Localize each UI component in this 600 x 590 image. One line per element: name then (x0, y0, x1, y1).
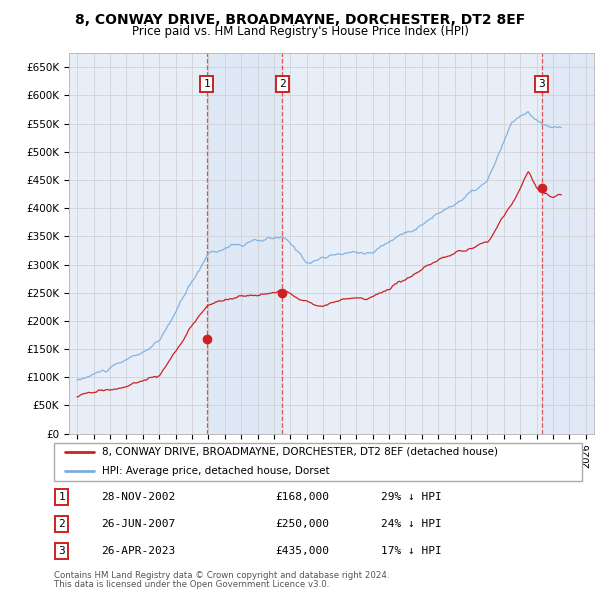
Text: This data is licensed under the Open Government Licence v3.0.: This data is licensed under the Open Gov… (54, 580, 329, 589)
Text: 17% ↓ HPI: 17% ↓ HPI (382, 546, 442, 556)
Text: Contains HM Land Registry data © Crown copyright and database right 2024.: Contains HM Land Registry data © Crown c… (54, 571, 389, 579)
Text: 2: 2 (279, 79, 286, 89)
Text: £168,000: £168,000 (276, 492, 330, 502)
Text: 8, CONWAY DRIVE, BROADMAYNE, DORCHESTER, DT2 8EF: 8, CONWAY DRIVE, BROADMAYNE, DORCHESTER,… (75, 13, 525, 27)
Text: Price paid vs. HM Land Registry's House Price Index (HPI): Price paid vs. HM Land Registry's House … (131, 25, 469, 38)
Text: 29% ↓ HPI: 29% ↓ HPI (382, 492, 442, 502)
Bar (207, 53, 282, 434)
Text: 24% ↓ HPI: 24% ↓ HPI (382, 519, 442, 529)
Text: 3: 3 (59, 546, 65, 556)
Text: 1: 1 (59, 492, 65, 502)
Text: £435,000: £435,000 (276, 546, 330, 556)
Text: 26-APR-2023: 26-APR-2023 (101, 546, 176, 556)
Text: 28-NOV-2002: 28-NOV-2002 (101, 492, 176, 502)
Text: 3: 3 (538, 79, 545, 89)
Text: 8, CONWAY DRIVE, BROADMAYNE, DORCHESTER, DT2 8EF (detached house): 8, CONWAY DRIVE, BROADMAYNE, DORCHESTER,… (101, 447, 497, 457)
Bar (542, 53, 594, 434)
Text: 1: 1 (203, 79, 210, 89)
Text: HPI: Average price, detached house, Dorset: HPI: Average price, detached house, Dors… (101, 466, 329, 476)
Bar (542, 53, 594, 434)
Text: 2: 2 (59, 519, 65, 529)
Text: £250,000: £250,000 (276, 519, 330, 529)
Text: 26-JUN-2007: 26-JUN-2007 (101, 519, 176, 529)
